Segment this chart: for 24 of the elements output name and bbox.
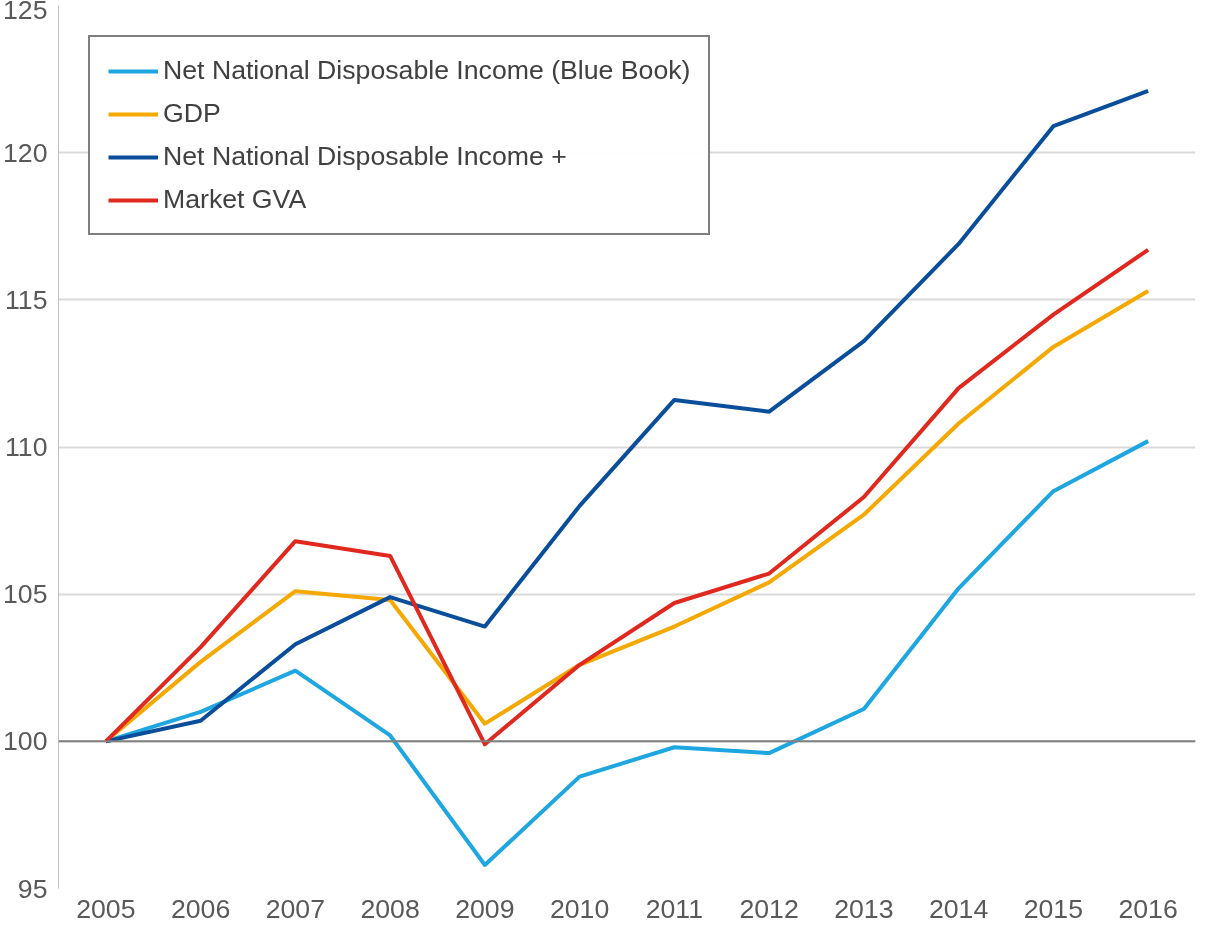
y-tick-label: 120 xyxy=(3,137,48,168)
x-tick-label: 2005 xyxy=(76,893,136,924)
y-tick-label: 125 xyxy=(3,0,48,25)
x-tick-label: 2011 xyxy=(645,893,704,924)
x-tick-label: 2015 xyxy=(1023,893,1084,924)
y-tick-label: 110 xyxy=(5,432,48,462)
y-tick-label: 95 xyxy=(17,873,48,904)
legend-label: Market GVA xyxy=(163,184,307,215)
x-tick-label: 2012 xyxy=(739,893,799,924)
legend-label: Net National Disposable Income + xyxy=(163,141,567,172)
legend-label: Net National Disposable Income (Blue Book) xyxy=(163,55,691,86)
x-tick-label: 2007 xyxy=(265,893,326,924)
x-tick-label: 2014 xyxy=(928,893,989,924)
y-tick-label: 100 xyxy=(3,726,48,757)
x-tick-label: 2008 xyxy=(360,893,420,924)
x-tick-label: 2013 xyxy=(834,893,894,924)
y-tick-label: 115 xyxy=(5,284,48,315)
line-series xyxy=(103,88,1151,744)
x-tick-label: 2006 xyxy=(170,893,231,924)
x-tick-label: 2009 xyxy=(455,893,515,924)
x-tick-label: 2010 xyxy=(549,893,610,924)
legend-label: GDP xyxy=(163,98,221,129)
x-tick-label: 2016 xyxy=(1118,893,1178,924)
y-tick-label: 105 xyxy=(3,579,48,610)
